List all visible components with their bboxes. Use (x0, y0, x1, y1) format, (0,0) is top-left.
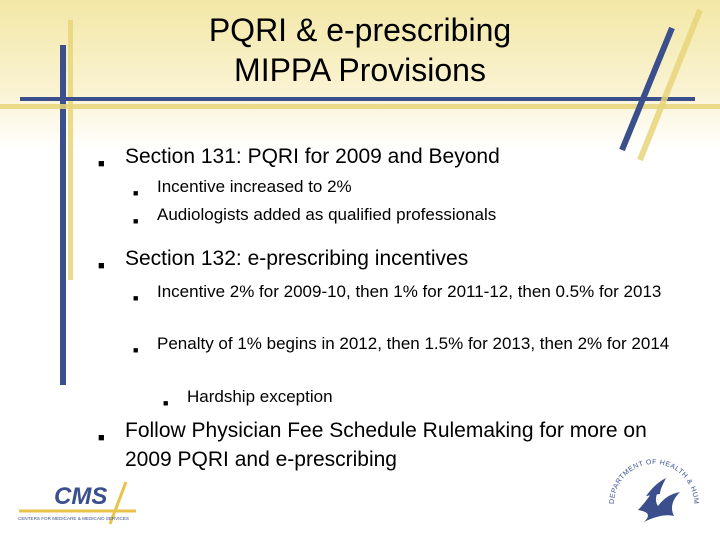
sub-bullet-item: ■ Incentive increased to 2% (133, 175, 693, 199)
bullet-item: ■ Follow Physician Fee Schedule Rulemaki… (98, 416, 698, 474)
square-bullet-icon: ■ (98, 158, 105, 170)
cms-tagline: CENTERS FOR MEDICARE & MEDICAID SERVICES (18, 516, 129, 521)
diagonal-blue-stripe (619, 26, 675, 152)
title-line-1: PQRI & e-prescribing (208, 12, 512, 48)
bullet-text: Follow Physician Fee Schedule Rulemaking… (125, 419, 647, 471)
cms-logo-slash (108, 481, 128, 525)
sub-bullet-item: ■ Incentive 2% for 2009-10, then 1% for … (133, 280, 708, 304)
horizontal-blue-stripe (20, 97, 695, 101)
left-vertical-blue-stripe (60, 45, 66, 385)
square-bullet-icon: ■ (133, 293, 139, 303)
square-bullet-icon: ■ (98, 260, 105, 272)
title-line-2: MIPPA Provisions (234, 52, 486, 88)
diagonal-gold-stripe (637, 8, 703, 162)
sub-bullet-text: Incentive increased to 2% (157, 177, 352, 196)
square-bullet-icon: ■ (133, 188, 139, 198)
sub-bullet-text: Penalty of 1% begins in 2012, then 1.5% … (157, 334, 670, 353)
bullet-text: Section 131: PQRI for 2009 and Beyond (125, 145, 500, 168)
bullet-item: ■ Section 131: PQRI for 2009 and Beyond (98, 142, 698, 171)
square-bullet-icon: ■ (133, 216, 139, 226)
cms-wordmark: CMS (54, 483, 107, 510)
sub-bullet-text: Incentive 2% for 2009-10, then 1% for 20… (157, 282, 662, 301)
slide-title: PQRI & e-prescribing MIPPA Provisions (100, 10, 620, 90)
bullet-text: Section 132: e-prescribing incentives (125, 247, 469, 270)
square-bullet-icon: ■ (98, 432, 105, 444)
sub-bullet-text: Audiologists added as qualified professi… (157, 205, 497, 224)
sub-sub-bullet-text: Hardship exception (187, 387, 333, 406)
hhs-seal-icon: DEPARTMENT OF HEALTH & HUMAN SERVICES · … (600, 440, 699, 522)
left-vertical-gold-stripe (68, 20, 73, 280)
horizontal-gold-stripe (0, 104, 720, 109)
cms-logo-icon: CMS CENTERS FOR MEDICARE & MEDICAID SERV… (18, 481, 136, 525)
hhs-profile-shape (646, 478, 666, 496)
square-bullet-icon: ■ (163, 398, 169, 408)
hhs-eagle-shape (638, 484, 680, 522)
bullet-item: ■ Section 132: e-prescribing incentives (98, 244, 698, 273)
sub-bullet-item: ■ Penalty of 1% begins in 2012, then 1.5… (133, 332, 708, 356)
sub-bullet-item: ■ Audiologists added as qualified profes… (133, 203, 693, 227)
sub-sub-bullet-item: ■ Hardship exception (163, 385, 663, 409)
square-bullet-icon: ■ (133, 345, 139, 355)
